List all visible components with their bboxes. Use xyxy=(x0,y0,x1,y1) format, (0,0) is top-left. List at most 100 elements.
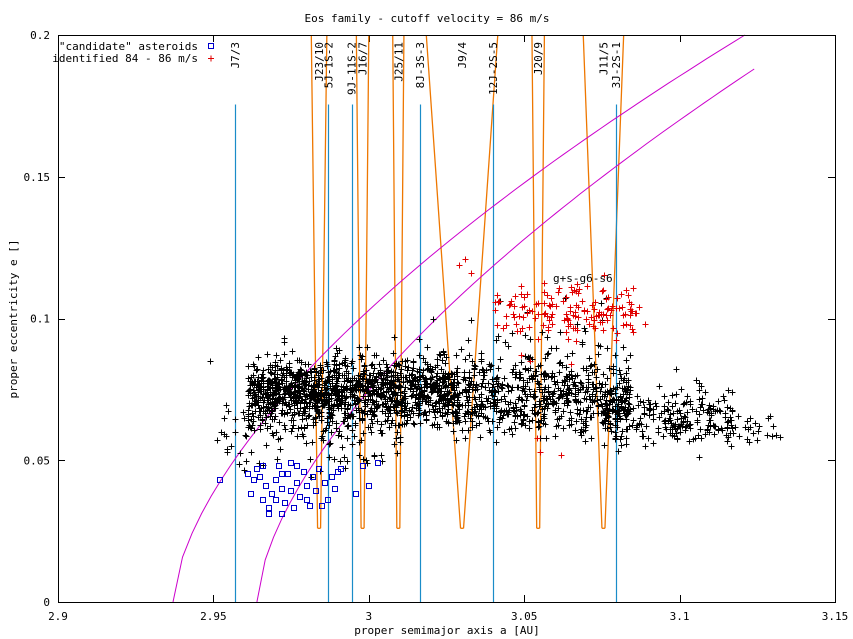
family-point xyxy=(686,422,693,429)
family-point xyxy=(318,375,325,382)
family-point xyxy=(243,458,250,465)
family-point xyxy=(281,391,288,398)
identified-point xyxy=(573,302,580,309)
family-point xyxy=(710,403,717,410)
family-point xyxy=(257,422,264,429)
identified-point xyxy=(586,321,593,328)
family-point xyxy=(246,403,253,410)
family-point xyxy=(602,412,609,419)
family-point xyxy=(362,397,369,404)
candidate-point xyxy=(338,466,344,472)
family-point xyxy=(704,409,711,416)
family-point xyxy=(391,441,398,448)
x-tick-label: 3.1 xyxy=(670,610,690,623)
x-tick-label: 3.05 xyxy=(511,610,538,623)
family-point xyxy=(319,400,326,407)
identified-point xyxy=(625,292,632,299)
family-point xyxy=(563,364,570,371)
family-point xyxy=(575,387,582,394)
identified-point xyxy=(570,312,577,319)
family-point xyxy=(272,375,279,382)
resonance-label: J11/5 xyxy=(597,42,610,75)
family-point xyxy=(391,407,398,414)
data-points xyxy=(207,256,784,517)
family-point xyxy=(250,361,257,368)
family-point xyxy=(508,387,515,394)
family-point xyxy=(382,396,389,403)
identified-point xyxy=(532,315,539,322)
family-point xyxy=(275,395,282,402)
family-point xyxy=(374,403,381,410)
family-point xyxy=(540,395,547,402)
family-point xyxy=(319,433,326,440)
family-point xyxy=(462,377,469,384)
family-point xyxy=(404,367,411,374)
family-point xyxy=(750,430,757,437)
family-point xyxy=(333,345,340,352)
identified-point xyxy=(608,307,615,314)
family-point xyxy=(432,403,439,410)
family-point xyxy=(480,372,487,379)
family-point xyxy=(434,389,441,396)
identified-point xyxy=(595,312,602,319)
identified-point xyxy=(494,322,501,329)
family-point xyxy=(613,433,620,440)
family-point xyxy=(495,365,502,372)
family-point xyxy=(391,334,398,341)
family-point xyxy=(281,422,288,429)
family-point xyxy=(548,345,555,352)
candidate-point xyxy=(310,474,316,480)
family-point xyxy=(383,389,390,396)
family-point xyxy=(258,405,265,412)
family-point xyxy=(369,420,376,427)
family-point xyxy=(394,450,401,457)
family-point xyxy=(245,407,252,414)
family-point xyxy=(554,379,561,386)
family-point xyxy=(693,377,700,384)
identified-point xyxy=(627,306,634,313)
identified-point xyxy=(642,321,649,328)
family-point xyxy=(715,398,722,405)
family-point xyxy=(395,400,402,407)
identified-point xyxy=(588,314,595,321)
family-point xyxy=(440,348,447,355)
candidate-point xyxy=(245,471,251,477)
family-point xyxy=(614,416,621,423)
family-point xyxy=(281,384,288,391)
family-point xyxy=(248,374,255,381)
family-point xyxy=(486,361,493,368)
family-point xyxy=(550,401,557,408)
family-point xyxy=(541,376,548,383)
family-point xyxy=(387,410,394,417)
family-point xyxy=(262,420,269,427)
family-point xyxy=(722,410,729,417)
family-point xyxy=(689,406,696,413)
secular-curve-upper xyxy=(172,34,746,603)
identified-point xyxy=(511,314,518,321)
family-point xyxy=(376,361,383,368)
candidate-point xyxy=(353,491,359,497)
family-point xyxy=(280,396,287,403)
family-point xyxy=(473,381,480,388)
family-point xyxy=(625,400,632,407)
family-point xyxy=(635,402,642,409)
family-point xyxy=(527,365,534,372)
family-point xyxy=(287,370,294,377)
family-point xyxy=(356,452,363,459)
family-point xyxy=(365,378,372,385)
family-point xyxy=(724,404,731,411)
family-point xyxy=(490,381,497,388)
legend-marker-identified xyxy=(208,55,214,62)
family-point xyxy=(598,384,605,391)
legend-label-candidates: "candidate" asteroids xyxy=(59,40,198,53)
identified-point xyxy=(563,294,570,301)
family-point xyxy=(388,398,395,405)
family-point xyxy=(248,449,255,456)
family-point xyxy=(602,381,609,388)
family-point xyxy=(512,412,519,419)
family-point xyxy=(622,397,629,404)
family-point xyxy=(670,422,677,429)
family-point xyxy=(290,417,297,424)
family-point xyxy=(717,408,724,415)
identified-point xyxy=(518,352,525,359)
